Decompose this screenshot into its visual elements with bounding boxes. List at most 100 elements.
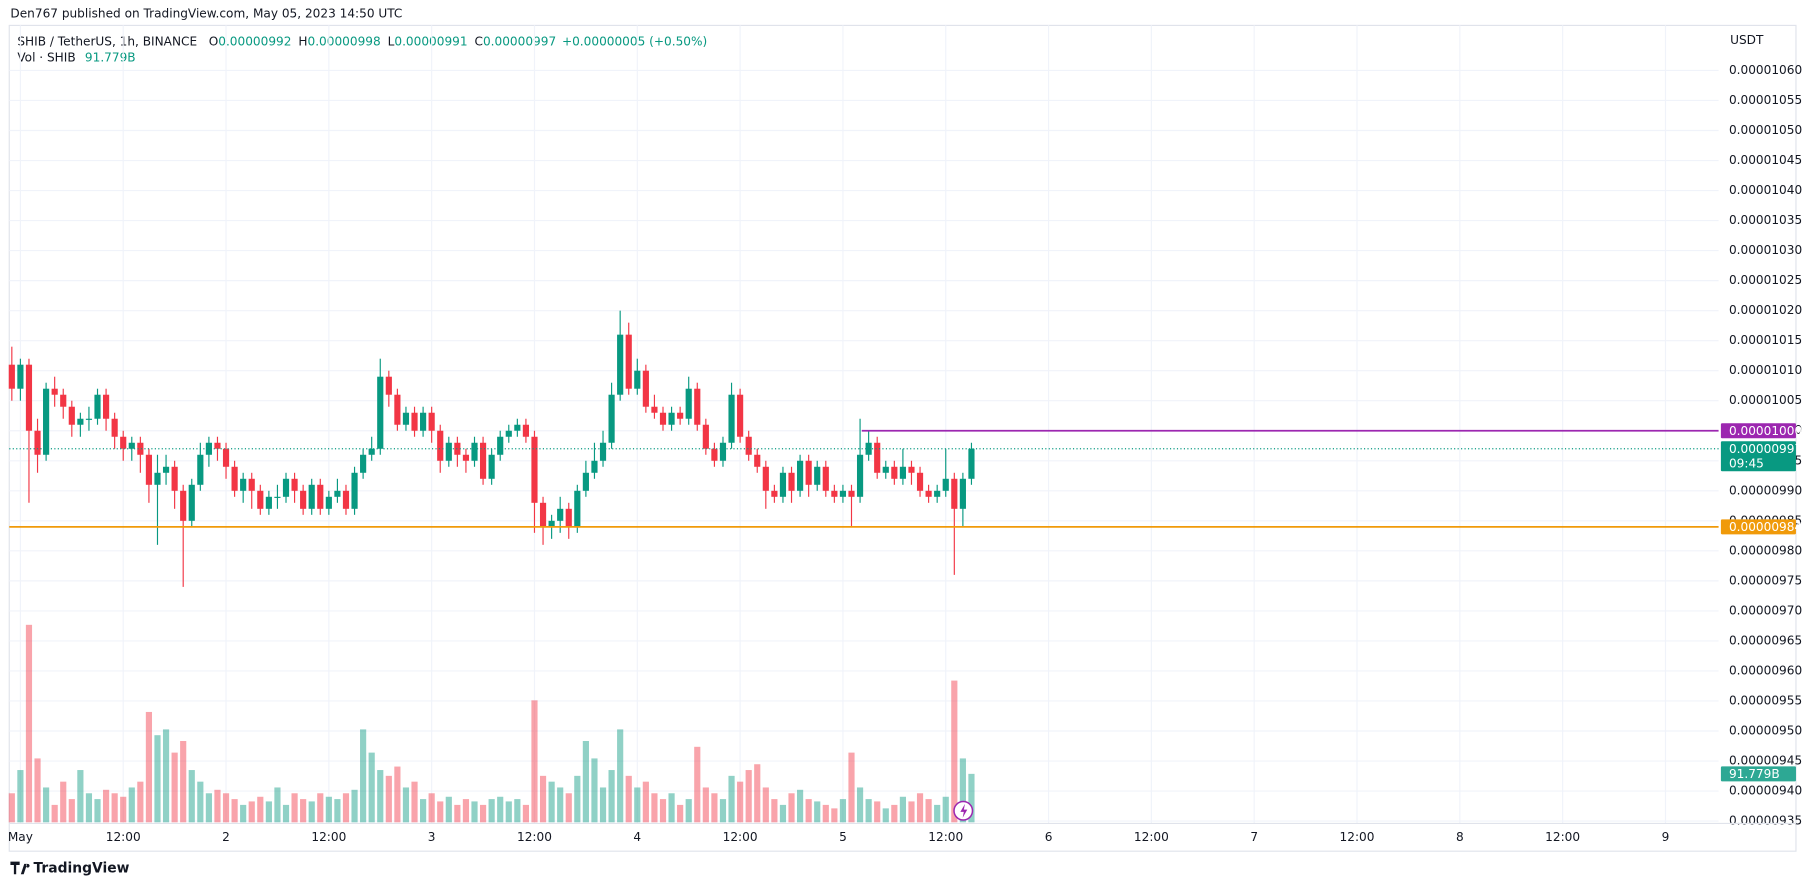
volume-bar (951, 680, 958, 823)
candle-body (385, 376, 392, 395)
volume-bar (17, 770, 24, 823)
volume-bar (591, 758, 598, 823)
candle-body (137, 442, 144, 455)
volume-bar (968, 773, 975, 823)
x-tick-label: 12:00 (517, 830, 552, 844)
candle-body (325, 496, 332, 509)
y-tick-label: 0.00001040 (1729, 183, 1802, 197)
candle-body (522, 424, 529, 437)
candle-body (582, 472, 589, 491)
volume-bar (916, 793, 924, 823)
candle-body (85, 418, 93, 420)
volume-bar (300, 799, 307, 823)
volume-bar (565, 793, 572, 823)
last-price-label: 0.00000997 (1729, 442, 1802, 456)
volume-bar (180, 741, 187, 823)
y-tick-label: 0.00001005 (1729, 393, 1802, 407)
candles (8, 310, 975, 587)
price-badge-label: 0.00000984 (1729, 520, 1802, 534)
price-badge-label: 0.00001000 (1729, 424, 1802, 438)
candle-body (934, 490, 941, 497)
volume-bar (779, 804, 787, 823)
ohlc-letter: L (388, 34, 395, 48)
volume-badge (1720, 766, 1796, 782)
volume-bar (651, 793, 658, 823)
candle-body (711, 448, 718, 461)
symbol-line: SHIB / TetherUS, 1h, BINANCE O0.00000992 H… (17, 34, 707, 48)
volume-bar (120, 796, 127, 823)
volume-bar (659, 799, 667, 823)
y-tick-label: 0.00001010 (1729, 363, 1802, 377)
volume-bar (839, 799, 847, 823)
volume-bar (505, 801, 512, 823)
volume-bar (582, 741, 589, 823)
candle-body (488, 454, 495, 479)
volume-bar (162, 729, 170, 823)
volume-bar (317, 793, 324, 823)
volume-bar (222, 793, 230, 823)
candle-body (591, 460, 598, 473)
candle-body (291, 478, 298, 491)
volume-bar (145, 711, 153, 823)
volume-bar (428, 793, 435, 823)
candle-body (154, 472, 161, 485)
x-tick-label: 12:00 (311, 830, 346, 844)
candle-body (171, 466, 178, 491)
volume-bar (205, 793, 212, 823)
volume-bar (8, 793, 15, 823)
volume-bar (805, 799, 812, 823)
candle-body (308, 484, 315, 509)
volume-bar (479, 804, 487, 823)
candle-body (351, 472, 358, 509)
volume-bar (368, 752, 375, 823)
x-tick-label: 12:00 (1545, 830, 1580, 844)
ohlc-value: 0.00000991 (394, 34, 467, 48)
candle-body (411, 412, 418, 431)
candle-body (497, 436, 504, 455)
candle-body (719, 442, 727, 461)
volume-bar (265, 801, 272, 823)
candle-body (471, 442, 478, 461)
candle-body (43, 388, 50, 455)
candle-body (317, 484, 324, 509)
volume-bar (94, 799, 101, 823)
volume-bar (719, 799, 727, 823)
volume-bar (325, 796, 332, 823)
x-tick-label: 8 (1456, 830, 1464, 844)
x-tick-label: 2 (222, 830, 230, 844)
volume-bar (274, 787, 281, 823)
y-tick-label: 0.00000960 (1729, 663, 1802, 677)
volume-bar (85, 793, 93, 823)
volume-bar (171, 752, 178, 823)
candle-body (300, 490, 307, 509)
price-badge (1720, 519, 1796, 535)
x-tick-label: 5 (839, 830, 847, 844)
candle-body (360, 454, 367, 473)
volume-bars (8, 624, 975, 823)
candle-body (8, 364, 15, 389)
volume-bar (488, 799, 495, 823)
candle-body (959, 478, 966, 509)
y-tick-label: 0.00001030 (1729, 243, 1802, 257)
symbol: SHIB / TetherUS, 1h, BINANCE (17, 34, 197, 48)
volume-bar (411, 781, 418, 823)
candle-body (814, 466, 821, 485)
volume-bar (497, 796, 504, 823)
volume-bar (831, 808, 838, 823)
x-tick-label: 12:00 (1134, 830, 1169, 844)
candle-body (617, 334, 624, 395)
volume-bar (214, 789, 221, 823)
candle-body (377, 376, 384, 449)
candle-body (599, 442, 607, 461)
volume-bar (882, 808, 889, 823)
volume-bar (102, 789, 110, 823)
candle-body (642, 370, 649, 407)
volume-bar (788, 793, 795, 823)
volume-bar (445, 796, 452, 823)
volume-bar (762, 787, 769, 823)
volume-bar (634, 787, 641, 823)
candle-body (831, 490, 838, 497)
candle-body (420, 412, 427, 431)
